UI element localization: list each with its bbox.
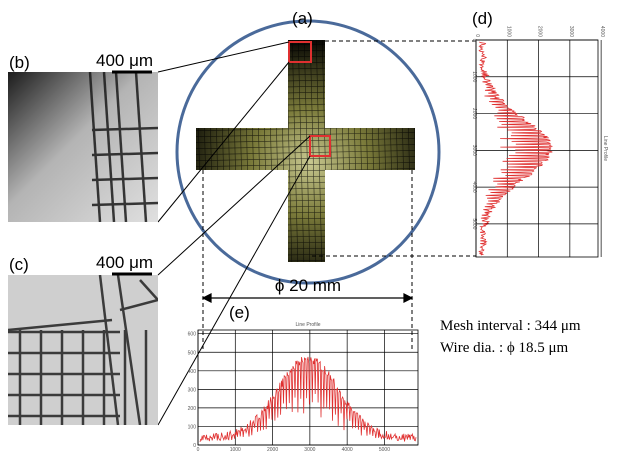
- y-tick-label: 600: [188, 332, 197, 338]
- panel-label: (e): [229, 303, 250, 322]
- x-tick-label: 0: [474, 34, 480, 37]
- x-tick-label: 2000: [537, 26, 543, 37]
- x-tick-label: 4000: [599, 26, 605, 37]
- x-tick-label: 0: [197, 447, 200, 452]
- y-tick-label: 500: [188, 350, 197, 356]
- x-tick-label: 4000: [342, 447, 353, 452]
- plot-title: Line Profile: [602, 136, 608, 161]
- note: Wire dia. : ϕ 18.5 μm: [440, 340, 569, 356]
- figure: ϕ 20 mm 400 μm 400 μm (a) (b) (c) (d) (e…: [0, 0, 618, 452]
- plot-frame: [198, 330, 418, 445]
- x-tick-label: 1000: [505, 26, 511, 37]
- diameter-label: ϕ 20 mm: [275, 276, 341, 295]
- y-tick-label: 200: [188, 406, 197, 412]
- y-tick-label: 0: [471, 39, 477, 42]
- x-tick-label: 3000: [304, 447, 315, 452]
- x-tick-label: 5000: [379, 447, 390, 452]
- plot-frame: [476, 40, 598, 257]
- y-tick-label: 100: [188, 424, 197, 430]
- mesh-line: [180, 30, 440, 35]
- mesh-line: [180, 264, 440, 269]
- x-tick-label: 1000: [230, 447, 241, 452]
- y-tick-label: 400: [188, 369, 197, 375]
- scale-bar-label: 400 μm: [96, 253, 153, 272]
- x-tick-label: 3000: [568, 26, 574, 37]
- panel-label: (d): [472, 9, 493, 28]
- micrograph-b: [8, 72, 158, 222]
- mesh-line: [418, 30, 424, 270]
- scale-bar-label: 400 μm: [96, 51, 153, 70]
- y-tick-label: 3000: [471, 145, 477, 156]
- plot-title: Line Profile: [295, 322, 320, 328]
- mesh-line: [424, 30, 430, 270]
- profile-trace: [479, 42, 552, 255]
- note: Mesh interval : 344 μm: [440, 318, 581, 334]
- panel-label: (a): [292, 9, 313, 28]
- x-tick-label: 2000: [267, 447, 278, 452]
- y-tick-label: 4000: [471, 182, 477, 193]
- y-tick-label: 300: [188, 387, 197, 393]
- panel-label: (c): [9, 255, 29, 274]
- y-tick-label: 2000: [471, 108, 477, 119]
- connectors: [158, 42, 310, 425]
- y-tick-label: 1000: [471, 71, 477, 82]
- diameter-arrow: [203, 294, 412, 302]
- micrograph-c: [8, 275, 158, 425]
- panel-label: (b): [9, 53, 30, 72]
- y-tick-label: 0: [193, 443, 196, 449]
- profile-trace: [200, 357, 416, 442]
- mesh-line: [190, 30, 196, 270]
- y-tick-label: 5000: [471, 218, 477, 229]
